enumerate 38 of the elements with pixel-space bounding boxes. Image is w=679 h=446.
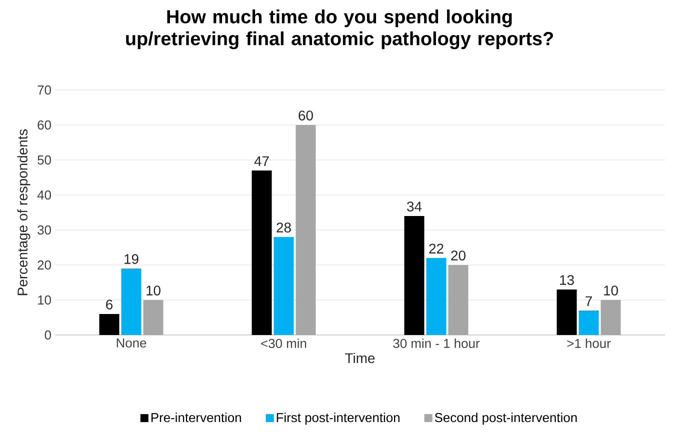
data-label: 47 (254, 156, 269, 166)
bar (121, 268, 142, 335)
y-tick-label: 30 (38, 225, 51, 235)
chart-title: How much time do you spend looking up/retrieving final anatomic pathology reports? (126, 10, 553, 50)
data-label: 22 (429, 244, 444, 254)
data-label: 10 (146, 286, 160, 296)
legend-label: Second post-intervention (434, 412, 577, 425)
y-tick-label: 0 (44, 330, 51, 340)
data-label: 19 (124, 254, 138, 264)
y-axis-title: Percentage of respondents (17, 129, 30, 296)
legend-label: Pre-intervention (151, 412, 241, 422)
y-tick-label: 60 (38, 120, 51, 130)
data-label: 7 (586, 296, 592, 306)
x-tick-label: <30 min (261, 338, 306, 348)
data-label: 60 (298, 110, 313, 120)
bar (556, 289, 577, 335)
bar (426, 258, 446, 335)
bar (274, 236, 294, 335)
y-tick-label: 10 (38, 295, 51, 305)
x-tick-label: >1 hour (567, 338, 611, 348)
data-label: 34 (407, 202, 422, 212)
data-label: 28 (276, 222, 291, 232)
bar (99, 314, 120, 335)
bar (404, 216, 424, 335)
data-label: 10 (604, 286, 618, 296)
bar (252, 170, 272, 335)
bar (578, 310, 599, 335)
y-tick-label: 70 (38, 85, 51, 95)
legend-label: First post-intervention (276, 412, 400, 425)
data-label: 20 (451, 250, 466, 260)
data-label: 13 (560, 275, 574, 285)
y-tick-label: 50 (38, 155, 51, 165)
x-tick-label: None (116, 338, 146, 348)
x-tick-label: 30 min - 1 hour (393, 338, 480, 348)
data-label: 6 (106, 300, 113, 310)
y-tick-label: 40 (37, 190, 51, 200)
y-tick-label: 20 (38, 260, 51, 270)
x-axis-title: Time (345, 352, 375, 364)
